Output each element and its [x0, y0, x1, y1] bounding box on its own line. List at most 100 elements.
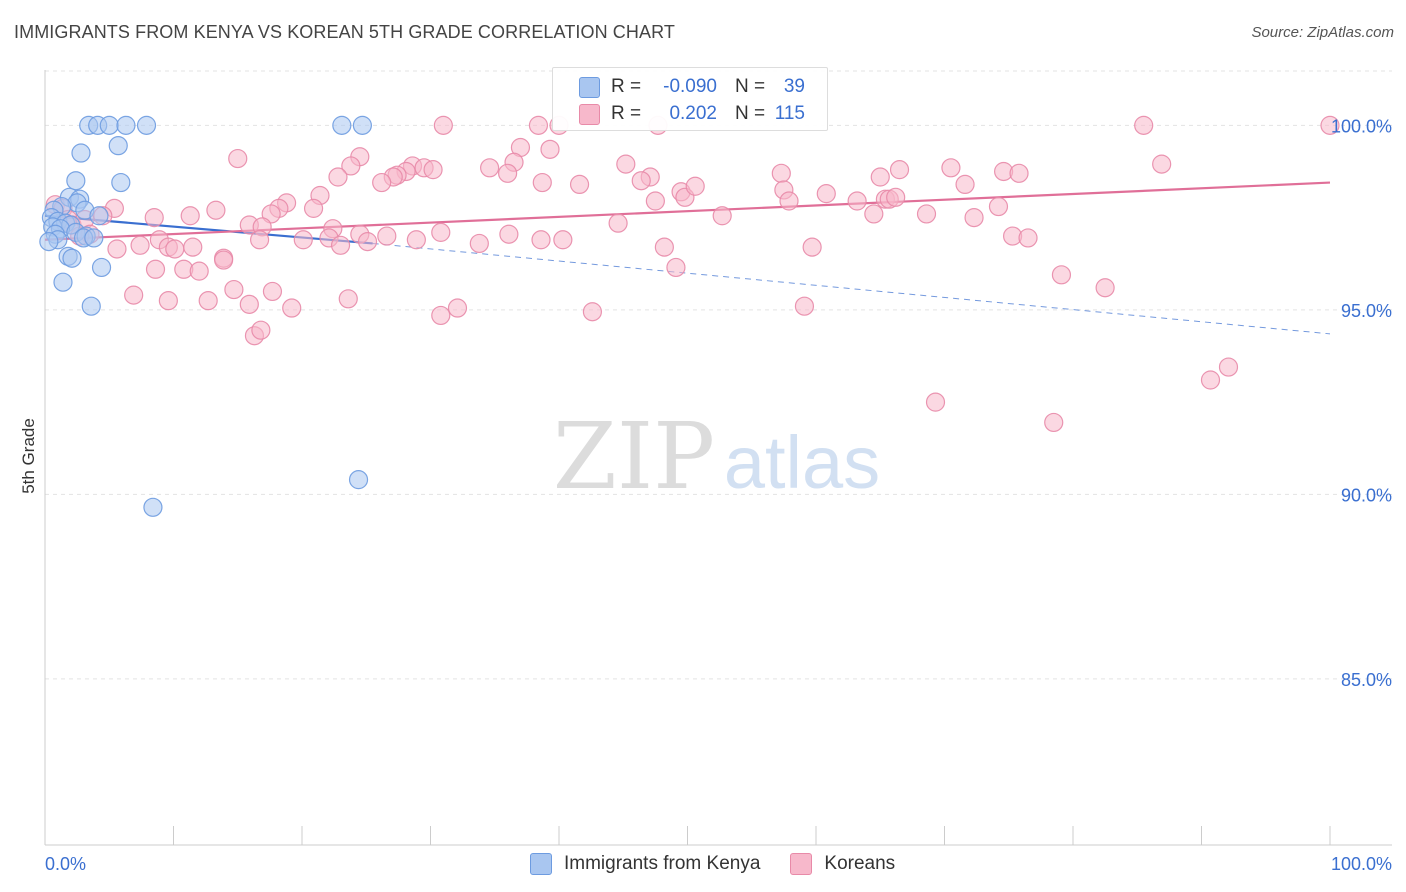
point-korean-21 [498, 163, 518, 183]
point-kenya-2 [99, 115, 119, 135]
point-korean-12 [341, 156, 361, 176]
point-korean-77 [1018, 228, 1038, 248]
point-korean-9 [228, 148, 248, 169]
point-kenya-33 [91, 257, 112, 278]
y-tick-label-0: 85.0% [1341, 670, 1392, 690]
y-axis-label: 5th Grade [19, 418, 38, 494]
point-korean-104 [158, 291, 178, 311]
point-korean-75 [964, 208, 984, 228]
point-korean-110 [338, 289, 358, 309]
point-korean-78 [293, 230, 313, 250]
point-kenya-8 [108, 136, 128, 156]
watermark-atlas: atlas [724, 421, 880, 504]
point-kenya-5 [332, 115, 352, 135]
r-label: R = [611, 103, 642, 124]
point-korean-97 [553, 230, 573, 250]
point-korean-114 [794, 296, 815, 316]
legend-label-koreans: Koreans [824, 853, 896, 874]
point-korean-119 [1200, 370, 1221, 390]
point-korean-11 [616, 154, 636, 174]
point-korean-100 [802, 237, 822, 257]
point-korean-70 [431, 222, 451, 242]
point-korean-27 [870, 167, 890, 187]
point-korean-96 [531, 230, 551, 250]
chart-source: Source: ZipAtlas.com [1251, 24, 1394, 41]
x-tick-label-0: 0.0% [45, 854, 86, 874]
point-korean-109 [282, 298, 302, 318]
n-label: N = [735, 103, 766, 124]
legend-entry-kenya[interactable]: Immigrants from Kenya [530, 853, 760, 875]
point-korean-28 [955, 174, 975, 195]
point-korean-108 [262, 281, 283, 302]
n-label: N = [735, 76, 766, 97]
point-korean-81 [357, 232, 378, 252]
point-kenya-17 [89, 206, 109, 226]
point-korean-98 [654, 237, 674, 257]
point-korean-46 [847, 191, 867, 211]
point-korean-105 [198, 291, 218, 311]
series-legend: Immigrants from Kenya Koreans [530, 852, 925, 876]
point-korean-73 [712, 206, 732, 226]
point-korean-18 [941, 158, 961, 178]
point-korean-42 [645, 191, 665, 211]
point-kenya-32 [62, 248, 82, 268]
point-korean-82 [406, 230, 426, 250]
point-korean-43 [779, 191, 799, 211]
point-korean-117 [925, 392, 946, 412]
point-kenya-34 [53, 272, 73, 292]
point-kenya-28 [84, 228, 104, 248]
point-korean-89 [249, 230, 270, 250]
watermark: ZIP atlas [553, 403, 880, 510]
point-korean-80 [330, 235, 351, 255]
x-tick-label-1: 100.0% [1331, 854, 1392, 874]
chart-title: IMMIGRANTS FROM KENYA VS KOREAN 5TH GRAD… [14, 22, 675, 42]
point-korean-24 [328, 167, 348, 187]
legend-label-kenya: Immigrants from Kenya [564, 853, 761, 874]
point-kenya-35 [81, 296, 101, 316]
point-korean-34 [889, 160, 910, 180]
point-korean-38 [816, 184, 836, 204]
point-korean-92 [145, 259, 166, 279]
point-korean-26 [771, 163, 791, 183]
point-korean-95 [214, 250, 234, 270]
stats-row-kenya: R = -0.090 N = 39 [553, 72, 827, 102]
point-korean-112 [447, 298, 468, 318]
point-korean-5 [1320, 115, 1340, 135]
point-korean-69 [377, 226, 397, 246]
point-korean-41 [864, 204, 884, 224]
y-tick-label-2: 95.0% [1341, 301, 1392, 321]
point-korean-111 [431, 305, 451, 326]
point-korean-49 [303, 198, 324, 218]
stats-swatch-koreans [579, 103, 600, 125]
point-korean-4 [1134, 115, 1154, 135]
stats-row-koreans: R = 0.202 N = 115 [553, 99, 827, 129]
legend-swatch-koreans [790, 853, 813, 875]
point-korean-87 [183, 237, 203, 257]
stats-swatch-kenya [579, 76, 600, 98]
point-korean-106 [224, 279, 244, 300]
data-points [39, 115, 1340, 517]
watermark-zip: ZIP [553, 403, 715, 510]
point-korean-29 [372, 172, 392, 193]
r-value: -0.090 [663, 76, 717, 97]
point-korean-113 [582, 302, 603, 322]
point-korean-90 [107, 239, 127, 259]
n-value: 39 [783, 76, 805, 97]
point-kenya-36 [143, 497, 163, 517]
point-korean-107 [239, 294, 259, 314]
point-korean-33 [1152, 154, 1172, 174]
point-korean-83 [469, 233, 489, 254]
point-korean-103 [124, 285, 144, 305]
point-kenya-4 [136, 115, 157, 135]
point-korean-94 [189, 261, 209, 281]
point-kenya-10 [111, 172, 131, 193]
point-kenya-7 [71, 143, 91, 163]
point-korean-1 [528, 115, 549, 135]
legend-entry-koreans[interactable]: Koreans [790, 853, 895, 875]
axes [44, 70, 1392, 846]
r-value: 0.202 [669, 103, 717, 124]
point-kenya-37 [348, 470, 369, 490]
point-korean-54 [144, 208, 164, 228]
point-korean-15 [480, 158, 500, 178]
point-korean-118 [1044, 412, 1064, 433]
